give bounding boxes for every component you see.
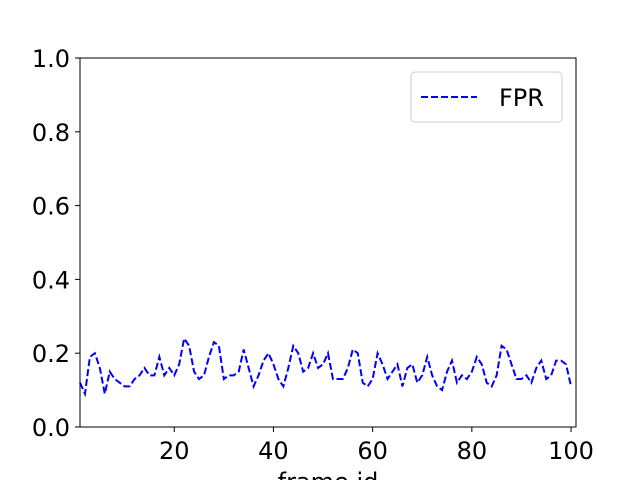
y-tick-label: 0.0 [32, 414, 70, 442]
legend-box [410, 71, 563, 123]
x-tick-label: 60 [357, 437, 388, 465]
y-tick-label: 1.0 [32, 45, 70, 73]
y-tick-label: 0.2 [32, 340, 70, 368]
x-tick-label: 80 [457, 437, 488, 465]
plot-frame [79, 57, 577, 428]
y-tick-label: 0.8 [32, 119, 70, 147]
x-tick-label: 20 [159, 437, 190, 465]
legend-label: FPR [499, 84, 544, 112]
y-tick-label: 0.4 [32, 266, 70, 294]
x-axis-label: frame id [278, 468, 379, 480]
y-tick-label: 0.6 [32, 193, 70, 221]
line-series [79, 335, 573, 398]
x-tick-label: 40 [258, 437, 289, 465]
x-tick-label: 100 [548, 437, 594, 465]
